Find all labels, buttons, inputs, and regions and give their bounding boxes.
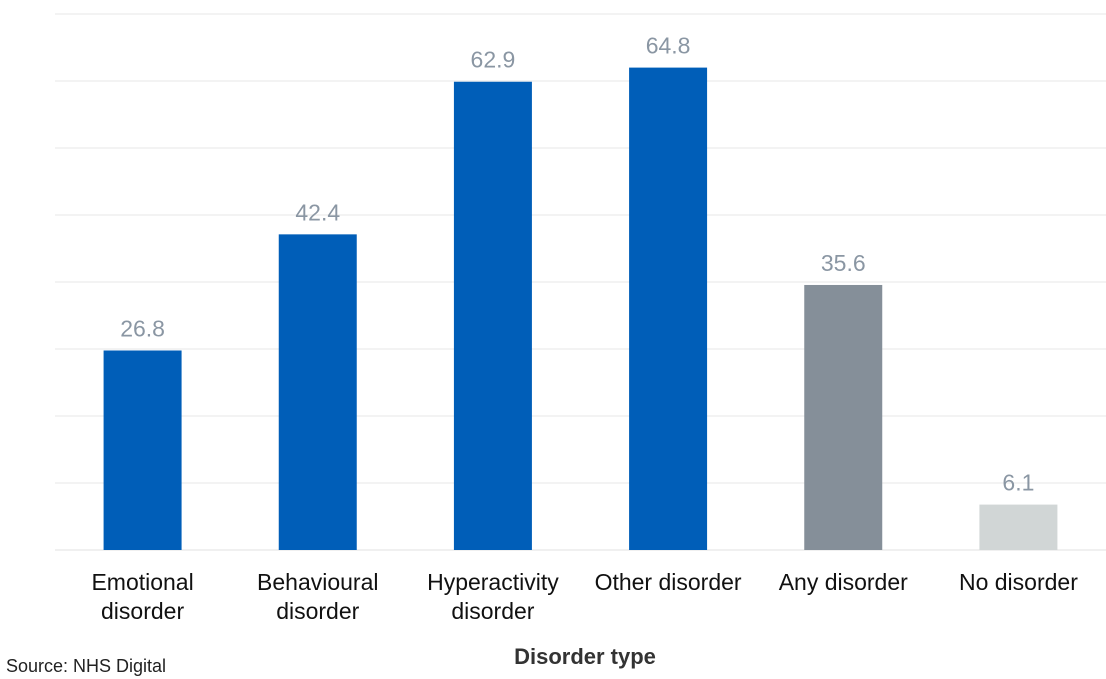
gridlines xyxy=(55,13,1106,551)
value-label: 62.9 xyxy=(471,47,516,73)
value-labels: 26.8 42.4 62.9 64.8 35.6 6.1 xyxy=(120,33,1034,496)
bar xyxy=(629,67,708,550)
x-axis-label: Disorder type xyxy=(514,644,656,669)
value-label: 6.1 xyxy=(1002,470,1034,496)
value-label: 64.8 xyxy=(646,33,691,59)
category-label: No disorder xyxy=(959,569,1078,595)
bar xyxy=(453,81,532,550)
bar xyxy=(278,234,357,550)
category-labels: Emotional disorder Behavioural disorder Hype… xyxy=(91,569,1078,624)
category-label: Behavioural disorder xyxy=(257,569,378,624)
value-label: 42.4 xyxy=(295,199,340,225)
category-label: Emotional disorder xyxy=(91,569,193,624)
value-label: 35.6 xyxy=(821,250,866,276)
bars xyxy=(103,67,1058,550)
category-label: Hyperactivity disorder xyxy=(427,569,559,624)
bar xyxy=(804,284,883,550)
bar xyxy=(103,350,182,550)
source-note: Source: NHS Digital xyxy=(6,656,166,676)
category-label: Any disorder xyxy=(779,569,908,595)
bar xyxy=(979,504,1058,550)
category-label: Other disorder xyxy=(595,569,742,595)
value-label: 26.8 xyxy=(120,315,165,341)
